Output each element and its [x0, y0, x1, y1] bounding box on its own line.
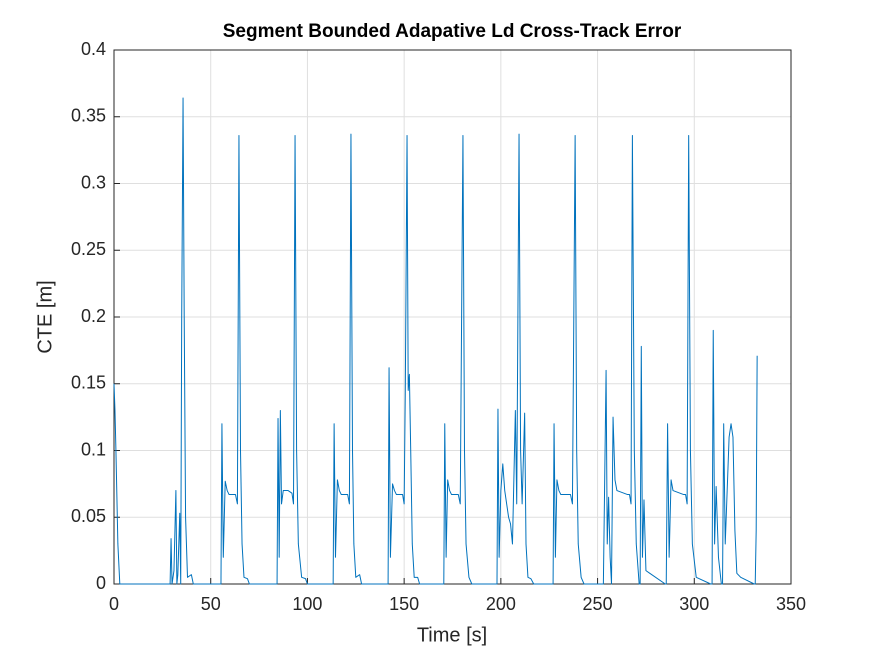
plot-frame [113, 49, 792, 585]
x-tick-label: 0 [109, 594, 119, 614]
x-tick-label: 300 [679, 594, 709, 614]
y-tick-label: 0.3 [81, 172, 106, 192]
data-line [113, 97, 758, 585]
x-tick-label: 50 [201, 594, 221, 614]
y-axis-label: CTE [m] [34, 280, 56, 353]
x-tick-label: 350 [776, 594, 806, 614]
x-tick-label: 150 [389, 594, 419, 614]
x-axis-label: Time [s] [417, 624, 487, 646]
y-tick-label: 0.2 [81, 306, 106, 326]
chart-title: Segment Bounded Adapative Ld Cross-Track… [223, 21, 682, 42]
x-tick-label: 100 [292, 594, 322, 614]
y-tick-label: 0 [96, 573, 106, 593]
x-tick-label: 250 [583, 594, 613, 614]
x-tick-label: 200 [486, 594, 516, 614]
y-tick-label: 0.1 [81, 439, 106, 459]
y-tick-label: 0.4 [81, 39, 106, 59]
y-tick-label: 0.05 [71, 506, 106, 526]
y-tick-label: 0.35 [71, 106, 106, 126]
y-tick-label: 0.15 [71, 373, 106, 393]
y-tick-label: 0.25 [71, 239, 106, 259]
